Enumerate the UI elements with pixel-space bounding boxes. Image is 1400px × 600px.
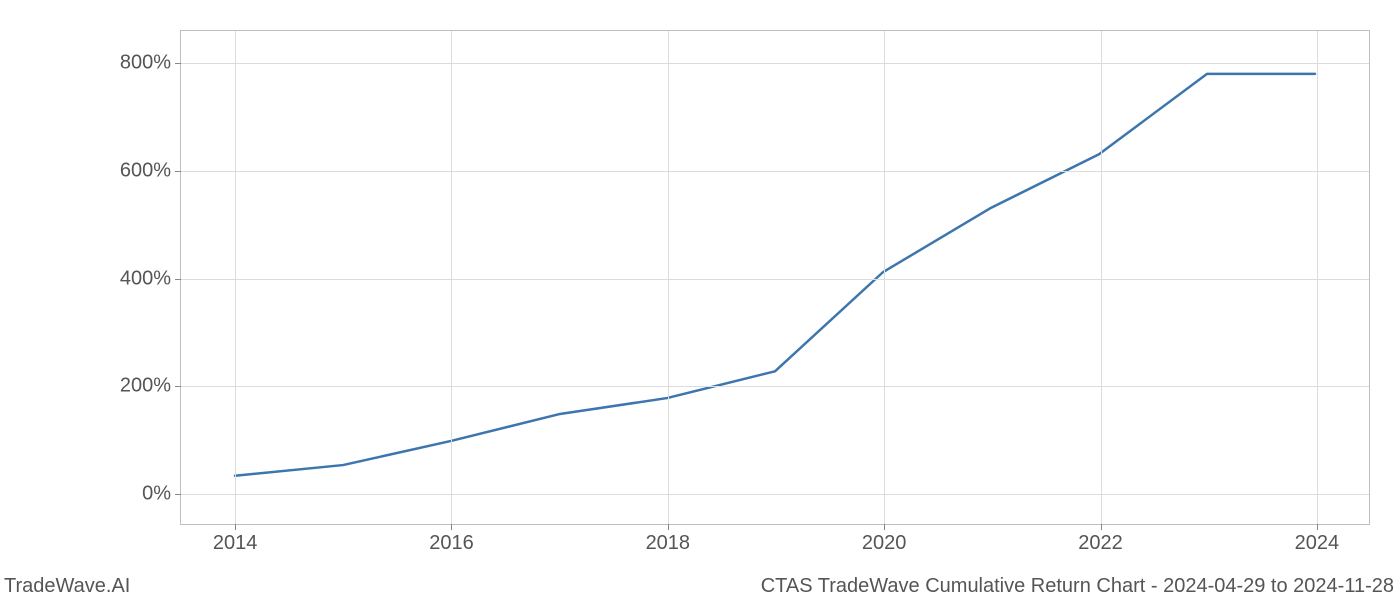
y-tick-label: 400% xyxy=(120,267,181,290)
x-gridline xyxy=(884,31,885,524)
x-tick-label: 2024 xyxy=(1295,524,1340,555)
line-series xyxy=(181,31,1369,524)
chart-container: 0% 200% 400% 600% 800% 2014 2016 2018 2020 2022 20… xyxy=(0,0,1400,600)
footer-left-label: TradeWave.AI xyxy=(4,575,130,598)
return-line xyxy=(235,74,1315,476)
y-gridline xyxy=(181,494,1369,495)
footer-right-label: CTAS TradeWave Cumulative Return Chart -… xyxy=(761,575,1394,598)
y-tick-label: 200% xyxy=(120,375,181,398)
y-tick-label: 0% xyxy=(142,482,181,505)
y-gridline xyxy=(181,171,1369,172)
y-gridline xyxy=(181,279,1369,280)
x-tick-label: 2016 xyxy=(429,524,474,555)
x-tick-label: 2020 xyxy=(862,524,907,555)
y-tick-label: 600% xyxy=(120,159,181,182)
x-gridline xyxy=(668,31,669,524)
x-gridline xyxy=(235,31,236,524)
y-tick-label: 800% xyxy=(120,52,181,75)
y-gridline xyxy=(181,63,1369,64)
x-gridline xyxy=(1101,31,1102,524)
x-tick-label: 2014 xyxy=(213,524,258,555)
x-gridline xyxy=(451,31,452,524)
plot-area: 0%200%400%600%800%2014201620182020202220… xyxy=(180,30,1370,525)
x-tick-label: 2022 xyxy=(1078,524,1123,555)
x-tick-label: 2018 xyxy=(646,524,691,555)
x-gridline xyxy=(1317,31,1318,524)
y-gridline xyxy=(181,386,1369,387)
